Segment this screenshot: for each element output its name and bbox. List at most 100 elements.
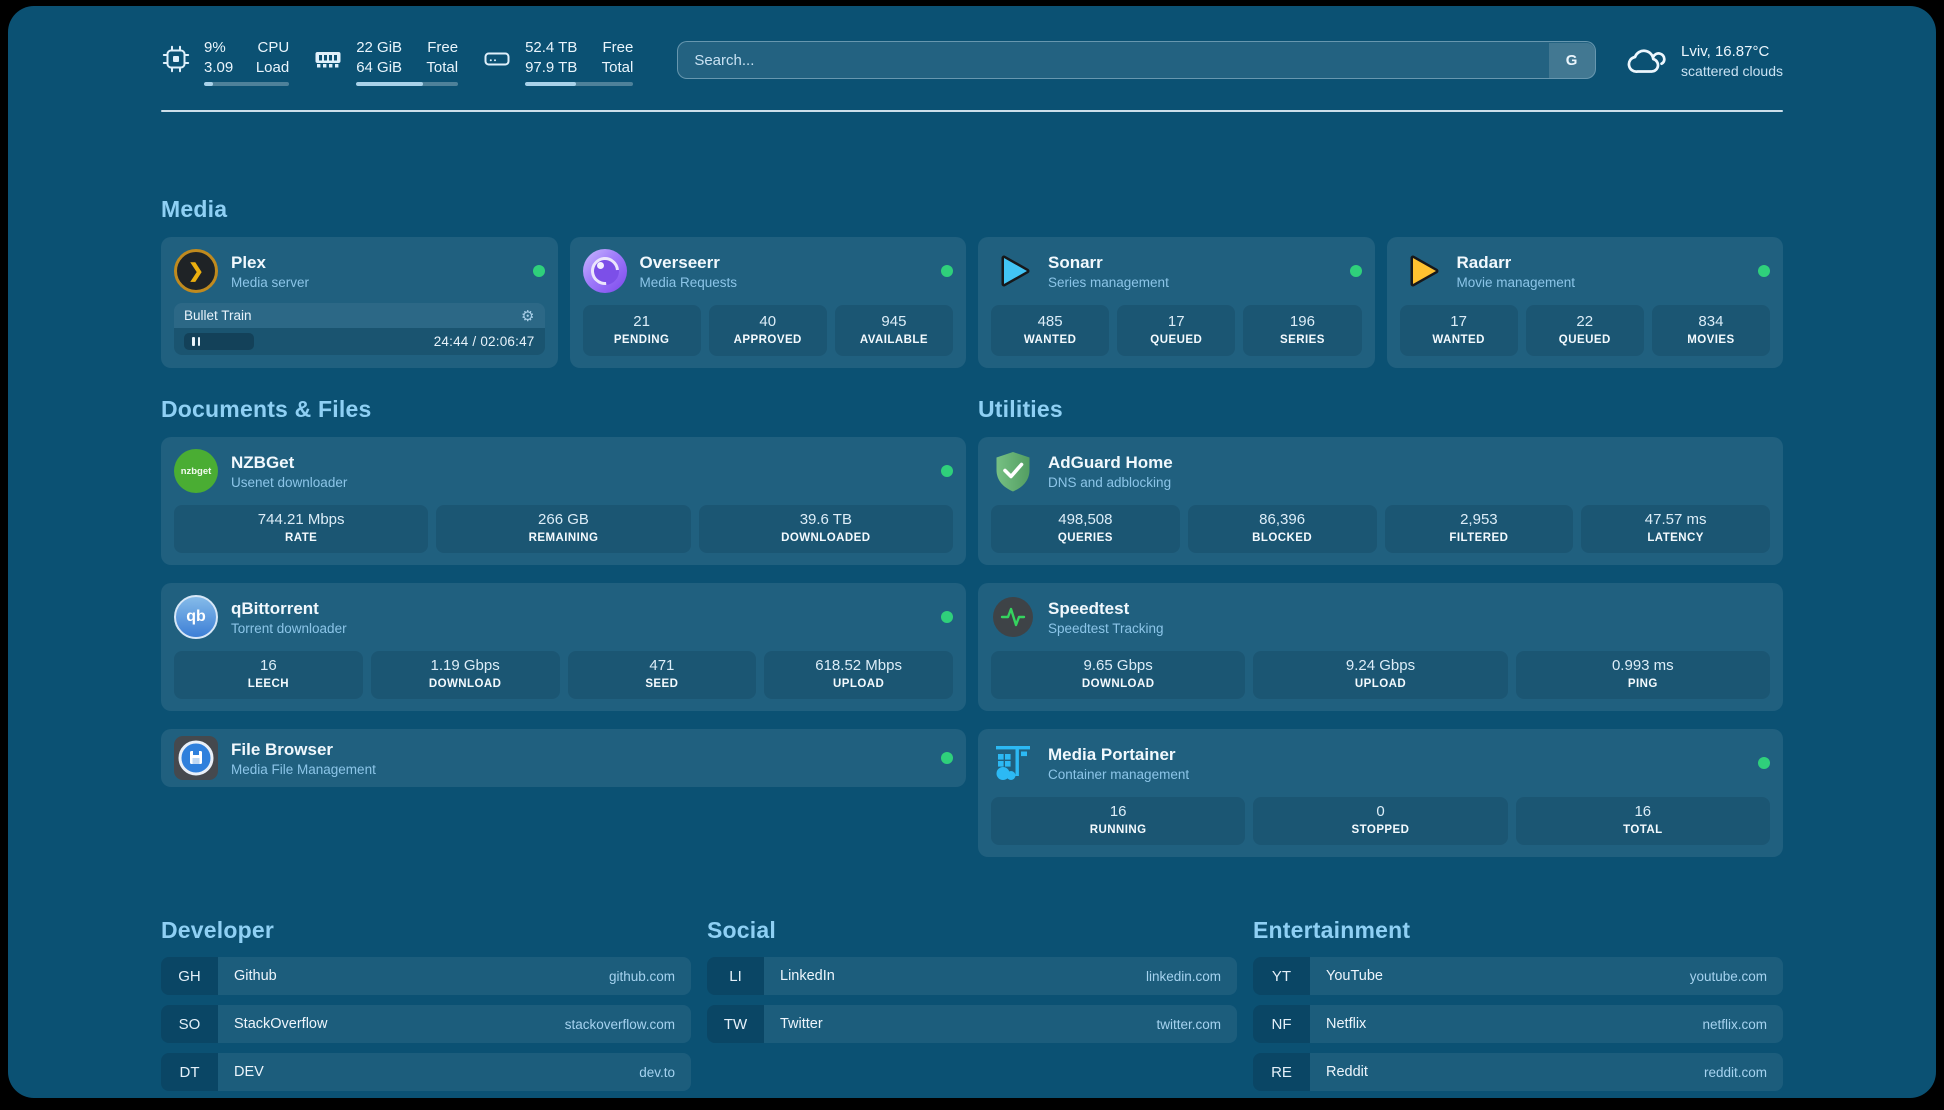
bookmark-url: youtube.com [1689,968,1767,984]
gear-icon[interactable]: ⚙ [521,306,535,325]
cpu-icon [162,45,190,73]
overseerr-icon [582,249,627,293]
service-card-adguard[interactable]: AdGuard Home DNS and adblocking 498,508 Q… [978,437,1783,565]
service-card-qbittorrent[interactable]: qb qBittorrent Torrent downloader 16 LEEC… [161,583,966,711]
stat-queries: 498,508 QUERIES [991,505,1180,553]
bookmark-github[interactable]: GH Github github.com [161,957,691,995]
bookmark-name: YouTube [1326,968,1383,984]
bookmark-url: netflix.com [1702,1016,1767,1032]
stat-leech: 16 LEECH [174,651,363,699]
search-engine-button[interactable]: G [1548,42,1595,78]
bookmark-abbr: RE [1253,1053,1310,1091]
status-dot [941,611,953,623]
service-title: Overseerr [639,252,720,272]
stat-available: 945 AVAILABLE [834,305,954,356]
bookmark-url: reddit.com [1703,1064,1767,1080]
bookmark-dev[interactable]: DT DEV dev.to [161,1053,691,1091]
cpu-usage-value: 9% [204,39,226,56]
disk-total-value: 97.9 TB [525,58,578,76]
bookmark-name: Netflix [1326,1016,1367,1032]
bookmark-name: LinkedIn [780,968,835,984]
section-title-utilities: Utilities [978,396,1063,422]
stat-seed: 471 SEED [567,651,757,699]
bookmark-netflix[interactable]: NF Netflix netflix.com [1253,1005,1783,1043]
playback-time: 24:44 / 02:06:47 [433,334,535,349]
cpu-load-value: 3.09 [204,58,234,76]
dashboard: 9% 3.09 CPU Load [8,6,1936,1098]
service-title: Plex [231,252,266,272]
service-card-portainer[interactable]: Media Portainer Container management 16 R… [978,729,1783,857]
service-card-plex[interactable]: ❯ Plex Media server Bullet Train ⚙ [161,237,558,368]
service-title: Speedtest [1048,598,1130,618]
stat-rate: 744.21 Mbps RATE [174,505,429,553]
service-card-nzbget[interactable]: nzbget NZBGet Usenet downloader 744.21 M… [161,437,966,565]
weather-location-temp: Lviv, 16.87°C [1681,42,1770,60]
service-subtitle: Series management [1048,274,1169,290]
topbar-divider [161,110,1783,112]
service-subtitle: Media Requests [639,274,738,290]
cloud-icon [1627,49,1666,73]
bookmark-name: Reddit [1326,1064,1368,1080]
service-subtitle: Media File Management [231,761,376,777]
cpu-progress-bar [204,82,290,86]
service-subtitle: Media server [231,274,310,290]
ram-progress-bar [356,82,459,86]
status-dot [941,265,953,277]
stat-blocked: 86,396 BLOCKED [1187,505,1377,553]
section-title-entertainment: Entertainment [1253,917,1411,943]
bookmark-linkedin[interactable]: LI LinkedIn linkedin.com [707,957,1237,995]
stat-downloaded: 39.6 TB DOWNLOADED [698,505,953,553]
stat-running: 16 RUNNING [991,797,1246,845]
status-dot [941,465,953,477]
disk-progress-bar [525,82,634,86]
stat-upload: 618.52 Mbps UPLOAD [764,651,953,699]
bookmark-twitter[interactable]: TW Twitter twitter.com [707,1005,1237,1043]
stat-approved: 40 APPROVED [708,305,827,356]
stat-wanted: 17 WANTED [1399,305,1518,356]
bookmark-abbr: DT [161,1053,218,1091]
ram-free-value: 22 GiB [356,39,403,56]
service-subtitle: DNS and adblocking [1048,474,1172,490]
portainer-icon [991,741,1035,785]
service-subtitle: Speedtest Tracking [1048,620,1164,636]
disk-widget: 52.4 TB 97.9 TB Free Total [482,38,634,86]
section-title-developer: Developer [161,917,275,943]
stat-total: 16 TOTAL [1515,797,1770,845]
qbittorrent-icon: qb [174,595,218,639]
bookmark-youtube[interactable]: YT YouTube youtube.com [1253,957,1783,995]
service-card-overseerr[interactable]: Overseerr Media Requests 21 PENDING 40 APP… [569,237,966,368]
disk-icon [484,52,510,66]
bookmark-url: dev.to [639,1064,675,1080]
bookmark-url: linkedin.com [1145,968,1221,984]
stat-series: 196 SERIES [1243,305,1362,356]
disk-free-value: 52.4 TB [525,39,578,56]
cpu-widget: 9% 3.09 CPU Load [161,38,290,86]
bookmark-abbr: NF [1253,1005,1310,1043]
service-card-radarr[interactable]: Radarr Movie management 17 WANTED 22 QUEUE… [1386,237,1783,368]
stat-pending: 21 PENDING [582,305,701,356]
bookmark-stackoverflow[interactable]: SO StackOverflow stackoverflow.com [161,1005,691,1043]
stat-queued: 17 QUEUED [1117,305,1236,356]
disk-total-label: Total [601,58,634,76]
adguard-icon [991,449,1035,493]
status-dot [532,265,545,277]
stat-ping: 0.993 ms PING [1515,651,1770,699]
section-title-documents: Documents & Files [161,396,372,422]
stat-stopped: 0 STOPPED [1253,797,1508,845]
bookmark-reddit[interactable]: RE Reddit reddit.com [1253,1053,1783,1091]
speedtest-icon [991,595,1035,639]
service-card-filebrowser[interactable]: File Browser Media File Management [161,729,966,787]
pause-button[interactable] [184,333,255,350]
bookmark-url: twitter.com [1156,1016,1221,1032]
stat-latency: 47.57 ms LATENCY [1581,505,1770,553]
service-card-sonarr[interactable]: Sonarr Series management 485 WANTED 17 QUE… [978,237,1375,368]
service-card-speedtest[interactable]: Speedtest Speedtest Tracking 9.65 Gbps DO… [978,583,1783,711]
bookmark-abbr: SO [161,1005,218,1043]
status-dot [941,752,953,764]
search-input[interactable] [677,41,1597,79]
ram-free-label: Free [427,39,459,56]
ram-total-label: Total [426,58,459,76]
section-title-media: Media [161,196,228,222]
weather-widget: Lviv, 16.87°C scattered clouds [1626,40,1783,82]
stat-download: 1.19 Gbps DOWNLOAD [370,651,560,699]
